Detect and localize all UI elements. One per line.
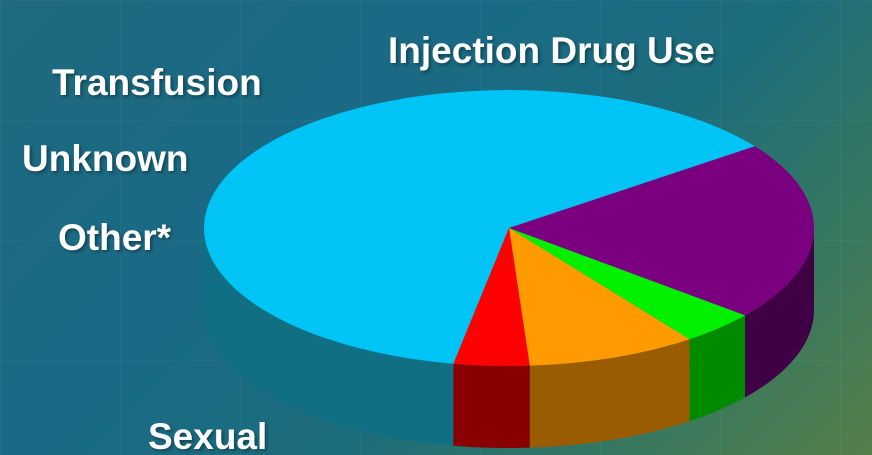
pie-slice-other — [509, 228, 746, 340]
pie-sides — [204, 228, 815, 448]
pie-slice-injection-drug-use — [203, 89, 755, 364]
pie-tops — [203, 89, 814, 366]
pie-slice-unknown — [509, 228, 690, 366]
pie-side-injection-drug-use — [204, 228, 454, 446]
pie-slice-transfusion — [453, 228, 530, 366]
pie-side-transfusion — [453, 363, 530, 448]
label-transfusion: Transfusion — [52, 62, 262, 103]
label-other: Other* — [58, 217, 172, 258]
pie-slice-sexual — [509, 146, 814, 316]
label-sexual: Sexual — [148, 416, 268, 455]
pie-side-sexual — [745, 228, 815, 398]
pie-side-other — [689, 315, 746, 422]
pie-side-unknown — [529, 339, 690, 448]
label-unknown: Unknown — [22, 138, 189, 179]
label-injection-drug-use: Injection Drug Use — [388, 30, 715, 71]
